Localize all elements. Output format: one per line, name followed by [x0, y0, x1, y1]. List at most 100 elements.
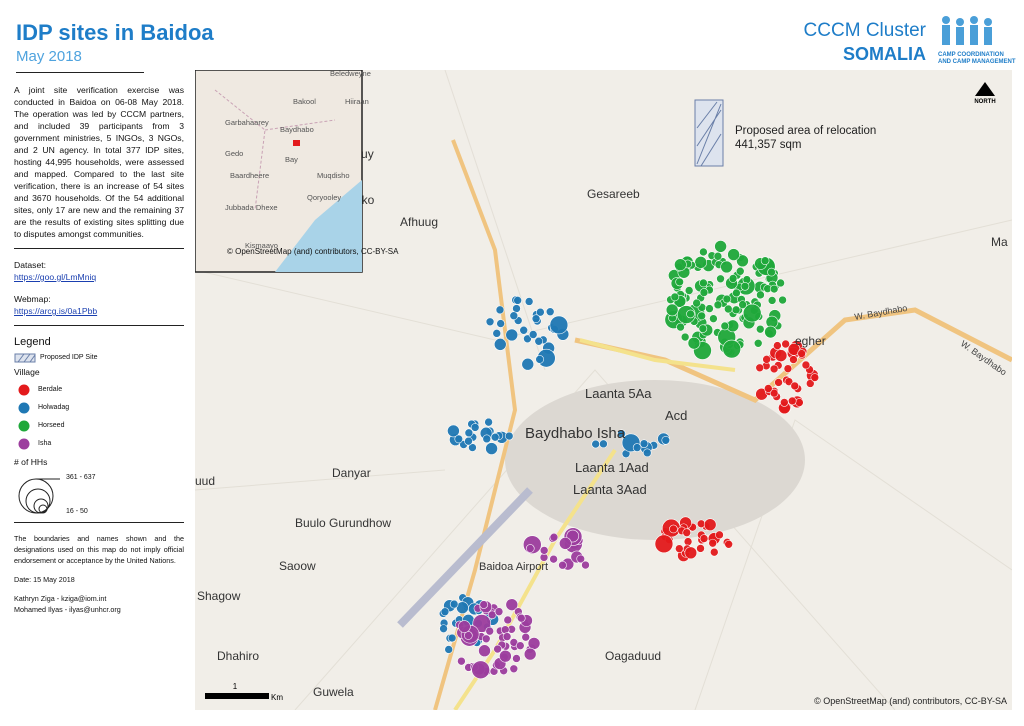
- site: [516, 613, 526, 623]
- place-label: Afhuug: [400, 215, 438, 229]
- site: [534, 336, 544, 346]
- site: [457, 656, 466, 666]
- webmap-label: Webmap:: [14, 294, 51, 304]
- country: SOMALIA: [843, 44, 926, 64]
- inset-label: Baydhabo: [280, 125, 314, 134]
- place-label: Laanta 1Aad: [575, 460, 649, 475]
- site: [468, 443, 477, 452]
- inset-label: Garbahaarey: [225, 118, 269, 127]
- sidebar: A joint site verification exercise was c…: [14, 84, 184, 615]
- site: [682, 528, 692, 537]
- site: [521, 357, 535, 371]
- site: [699, 288, 709, 297]
- legend-title: Legend: [14, 336, 51, 348]
- place-label: Danyar: [332, 466, 371, 480]
- place-label: Saoow: [279, 559, 316, 573]
- site: [523, 647, 537, 661]
- legend-item: Horseed: [18, 420, 184, 432]
- site: [805, 379, 815, 388]
- org: CCCM Cluster: [803, 20, 926, 41]
- legend-swatch: [18, 402, 30, 414]
- site: [494, 607, 504, 616]
- site: [703, 518, 717, 531]
- site: [699, 278, 708, 288]
- inset-label: Gedo: [225, 149, 243, 158]
- scale-bar: [205, 693, 269, 699]
- site: [687, 336, 701, 350]
- site: [665, 303, 679, 317]
- site: [661, 435, 671, 445]
- site: [776, 278, 785, 288]
- date: May 2018: [16, 48, 82, 65]
- site: [735, 266, 745, 276]
- site: [513, 296, 522, 305]
- inset-label: Muqdisho: [317, 171, 350, 180]
- inset-label: Kismaayo: [245, 241, 278, 250]
- site: [521, 632, 531, 642]
- site: [728, 274, 738, 283]
- place-label: Baidoa Airport: [479, 561, 548, 573]
- site: [722, 294, 732, 304]
- webmap-link[interactable]: https://arcg.is/0a1Pbb: [14, 306, 98, 316]
- site: [769, 284, 779, 294]
- logo-text: AND CAMP MANAGEMENT: [938, 59, 1016, 65]
- site: [479, 600, 489, 609]
- site: [801, 360, 811, 370]
- hh-label: # of HHs: [14, 457, 48, 467]
- rule: [16, 72, 144, 73]
- site: [720, 321, 730, 331]
- site: [499, 649, 512, 663]
- site: [740, 282, 750, 291]
- inset-label: © OpenStreetMap (and) contributors, CC-B…: [227, 247, 399, 256]
- site: [767, 267, 776, 277]
- hh-min: 16 - 50: [66, 508, 88, 515]
- site: [559, 537, 572, 550]
- site: [654, 534, 674, 554]
- relocation-label: 441,357 sqm: [735, 139, 802, 151]
- site: [727, 248, 740, 261]
- inset-label: Bay: [285, 155, 298, 164]
- legend-swatch: [18, 420, 30, 432]
- site: [485, 317, 495, 327]
- site: [709, 547, 719, 557]
- site: [699, 247, 708, 257]
- place-label: Buulo Gurundhow: [295, 516, 391, 530]
- site: [485, 626, 495, 636]
- size-legend: [18, 478, 60, 514]
- site: [472, 614, 492, 633]
- site: [764, 384, 773, 393]
- place-label: uud: [195, 474, 215, 488]
- inset-label: Jubbada Dhexe: [225, 203, 278, 212]
- site: [675, 277, 684, 287]
- site: [535, 355, 544, 364]
- site: [549, 315, 569, 335]
- legend-swatch: [18, 438, 30, 450]
- village-label: Village: [14, 367, 40, 377]
- site: [686, 309, 695, 319]
- contact: Mohamed Ilyas - ilyas@unhcr.org: [14, 605, 121, 614]
- site: [464, 436, 473, 446]
- site: [464, 631, 473, 640]
- site: [471, 660, 490, 680]
- legend-label: Isha: [38, 440, 52, 447]
- site: [715, 530, 724, 540]
- site: [531, 314, 541, 324]
- site: [503, 615, 513, 625]
- site: [774, 349, 788, 362]
- site: [708, 538, 718, 548]
- site: [519, 325, 529, 335]
- site: [458, 620, 471, 633]
- site: [692, 298, 701, 308]
- site: [755, 363, 765, 373]
- site: [724, 304, 733, 314]
- site: [773, 341, 782, 350]
- dataset-link[interactable]: https://goo.gl/LmMniq: [14, 272, 97, 282]
- site: [482, 434, 492, 444]
- site: [713, 300, 723, 310]
- site: [495, 305, 505, 315]
- site: [694, 256, 708, 269]
- site: [449, 599, 459, 609]
- scale-value: 1: [233, 682, 238, 691]
- site: [454, 434, 464, 444]
- north-arrow: [975, 82, 995, 96]
